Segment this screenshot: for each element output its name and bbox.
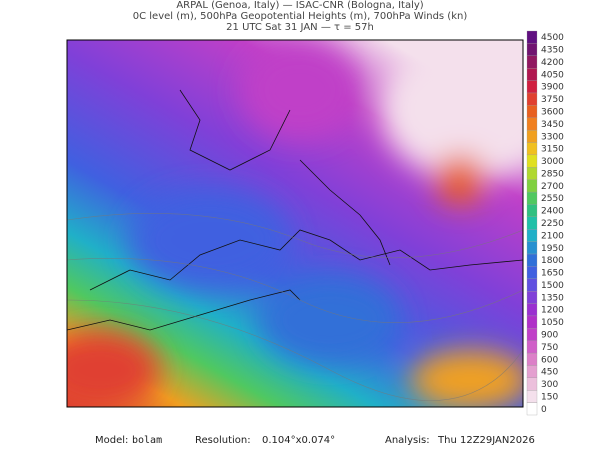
- colorbar-label: 4500: [541, 33, 564, 43]
- colorbar: 0 150 300 450 600 750 900 1050 1200 1350 1500 1650 1…: [526, 30, 564, 416]
- colorbar-label: 1050: [541, 318, 564, 328]
- colorbar-label: 1650: [541, 269, 564, 279]
- colorbar-label: 1800: [541, 256, 564, 266]
- header-line: ARPAL (Genoa, Italy) — ISAC-CNR (Bologna…: [176, 0, 423, 11]
- colorbar-swatch: [526, 43, 538, 56]
- colorbar-swatch: [526, 154, 538, 168]
- colorbar-swatch: [526, 328, 538, 341]
- colorbar-swatch: [526, 229, 538, 242]
- colorbar-label: 3900: [541, 83, 564, 93]
- footer-value: bolam: [132, 435, 162, 446]
- colorbar-label: 2400: [541, 207, 564, 217]
- colorbar-label: 2550: [541, 194, 564, 204]
- colorbar-swatch: [526, 402, 538, 416]
- header-line: 0C level (m), 500hPa Geopotential Height…: [133, 11, 468, 22]
- colorbar-swatch: [526, 365, 538, 378]
- colorbar-swatch: [526, 80, 538, 94]
- colorbar-swatch: [526, 55, 538, 69]
- colorbar-swatch: [526, 191, 538, 205]
- colorbar-label: 4200: [541, 58, 564, 68]
- colorbar-label: 4050: [541, 70, 564, 80]
- footer-value: Thu 12Z29JAN2026: [437, 435, 535, 446]
- colorbar-swatch: [526, 303, 538, 317]
- colorbar-label: 150: [541, 392, 558, 402]
- colorbar-label: 3000: [541, 157, 564, 167]
- footer-label: Model:: [95, 435, 128, 446]
- colorbar-swatch: [526, 216, 538, 230]
- footer-value: 0.104°x0.074°: [262, 435, 335, 446]
- colorbar-swatch: [526, 278, 538, 292]
- colorbar-swatch: [526, 290, 538, 304]
- colorbar-label: 2700: [541, 182, 564, 192]
- colorbar-swatch: [526, 340, 538, 354]
- colorbar-swatch: [526, 105, 538, 118]
- colorbar-swatch: [526, 68, 538, 81]
- colorbar-swatch: [526, 167, 538, 180]
- colorbar-swatch: [526, 377, 538, 391]
- header-line: 21 UTC Sat 31 JAN — τ = 57h: [226, 22, 374, 33]
- colorbar-swatch: [526, 253, 538, 267]
- colorbar-label: 3750: [541, 95, 564, 105]
- colorbar-label: 1500: [541, 281, 564, 291]
- map-field: [67, 40, 523, 407]
- colorbar-label: 3450: [541, 120, 564, 130]
- colorbar-label: 2250: [541, 219, 564, 229]
- map-frame: [66, 39, 524, 408]
- colorbar-label: 900: [541, 330, 558, 340]
- colorbar-label: 2100: [541, 231, 564, 241]
- colorbar-label: 3150: [541, 145, 564, 155]
- colorbar-label: 450: [541, 368, 558, 378]
- footer-label: Analysis:: [385, 435, 430, 446]
- colorbar-swatch: [526, 204, 538, 217]
- colorbar-label: 1950: [541, 244, 564, 254]
- colorbar-swatch: [526, 129, 538, 143]
- colorbar-swatch: [526, 352, 538, 366]
- colorbar-swatch: [526, 92, 538, 106]
- colorbar-label: 600: [541, 355, 558, 365]
- colorbar-swatch: [526, 30, 538, 44]
- colorbar-swatch: [526, 117, 538, 131]
- colorbar-label: 3300: [541, 132, 564, 142]
- colorbar-label: 300: [541, 380, 558, 390]
- colorbar-label: 750: [541, 343, 558, 353]
- colorbar-swatch: [526, 179, 538, 193]
- colorbar-label: 1350: [541, 293, 564, 303]
- colorbar-swatch: [526, 142, 538, 156]
- colorbar-swatch: [526, 390, 538, 403]
- colorbar-swatch: [526, 315, 538, 329]
- colorbar-label: 1200: [541, 306, 564, 316]
- colorbar-label: 0: [541, 405, 547, 415]
- footer-label: Resolution:: [195, 435, 251, 446]
- colorbar-label: 4350: [541, 46, 564, 56]
- colorbar-label: 3600: [541, 108, 564, 118]
- colorbar-swatch: [526, 266, 538, 279]
- colorbar-label: 2850: [541, 169, 564, 179]
- colorbar-swatch: [526, 241, 538, 255]
